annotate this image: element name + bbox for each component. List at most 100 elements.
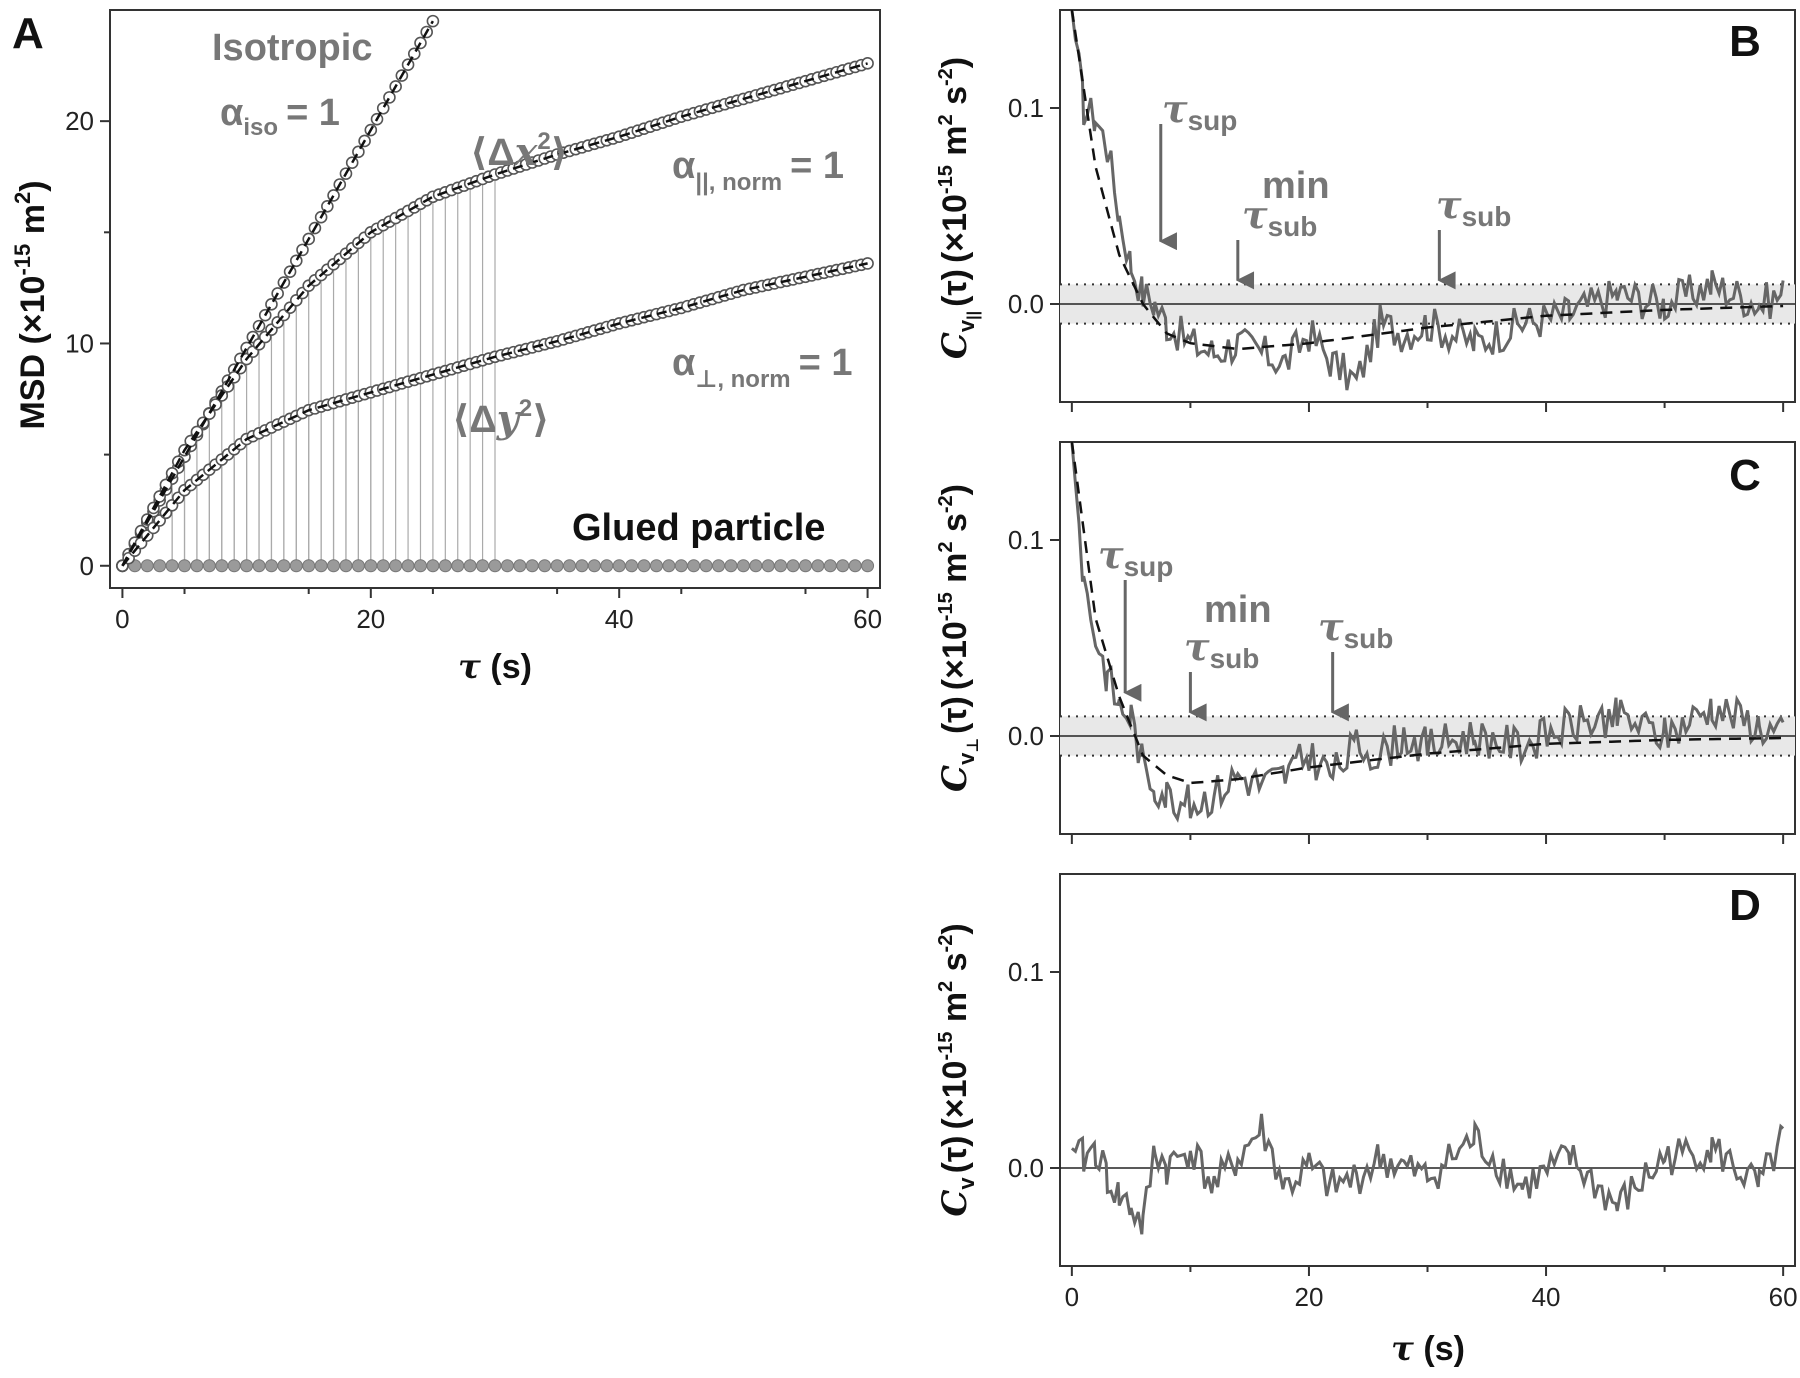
- d-units-exp: -15: [935, 1032, 957, 1061]
- panel-c-ticks: 0.0 0.1: [1008, 525, 1785, 844]
- b-units-mid: m: [936, 125, 974, 165]
- panel-b-arrows: τsup τsub min τsub: [1158, 86, 1512, 290]
- alpha-par-label: α||, norm = 1: [672, 145, 844, 196]
- glued-particle-marker: [500, 559, 514, 573]
- glued-particle-marker: [786, 559, 800, 573]
- glued-particle-marker: [327, 559, 341, 573]
- b-units-close: ): [936, 57, 974, 68]
- b-units-exp3: -2: [935, 68, 957, 86]
- glued-particle-marker: [811, 559, 825, 573]
- isotropic-marker: [265, 298, 278, 311]
- glued-particle-marker: [513, 559, 527, 573]
- glued-particle-marker: [227, 559, 241, 573]
- glued-particle-marker: [252, 559, 266, 573]
- b-units-exp2: 2: [935, 114, 957, 125]
- a-y-tick-label: 10: [65, 328, 94, 358]
- c-tau-submin-label: τsub: [1184, 624, 1259, 674]
- panel-b-letter: B: [1729, 17, 1761, 66]
- glued-particle-marker: [376, 559, 390, 573]
- c-units-s: s: [936, 513, 974, 541]
- alpha-iso-value: = 1: [286, 92, 340, 134]
- c-units-exp2: 2: [935, 542, 957, 553]
- alpha-iso-label: αiso = 1: [220, 92, 340, 141]
- d-units-prefix: (×10: [936, 1061, 974, 1130]
- panel-d: D 0 20 40 60 0.0 0.1 Cv (τ) (×10-15 m2 s-2) τ (…: [935, 873, 1798, 1369]
- glued-particle-marker: [600, 559, 614, 573]
- isotropic-marker: [407, 47, 421, 61]
- glued-particle-marker: [140, 559, 154, 573]
- c-tau-submin-sym: τ: [1184, 624, 1210, 669]
- glued-particle-marker: [289, 559, 303, 573]
- b-tau-submin-label: τsub: [1242, 192, 1317, 242]
- dy2-label: ⟨Δy2⟩: [452, 395, 550, 441]
- glued-particle-marker: [774, 559, 788, 573]
- panel-b-y-axis-label: Cv|| (τ) (×10-15 m2 s-2): [935, 57, 982, 359]
- glued-particle-marker: [451, 559, 465, 573]
- a-x-tick-label: 60: [853, 604, 882, 634]
- panel-c-marks: [1060, 442, 1795, 823]
- b-units-exp: -15: [935, 165, 957, 194]
- msd-unit: m: [14, 204, 52, 244]
- glued-particle-marker: [264, 559, 278, 573]
- glued-particle-label: Glued particle: [572, 507, 825, 549]
- d-y-tick-label: 0.1: [1008, 957, 1044, 987]
- glued-particle-marker: [836, 559, 850, 573]
- c-units-exp: -15: [935, 592, 957, 621]
- b-tau-sup-sym: τ: [1162, 86, 1188, 131]
- glued-particle-marker: [712, 559, 726, 573]
- c-tau-submin-sup: min: [1204, 589, 1272, 631]
- glued-particle-marker: [724, 559, 738, 573]
- alpha-perp-value: = 1: [799, 342, 853, 384]
- panel-c-letter: C: [1729, 451, 1761, 500]
- glued-particle-marker: [587, 559, 601, 573]
- c-perp-sub: ⊥: [965, 738, 982, 753]
- dx2-var: x: [514, 129, 539, 174]
- isotropic-label: Isotropic: [212, 27, 372, 69]
- dx2-label: ⟨Δx2⟩: [470, 128, 568, 174]
- panel-b-ticks: 0.0 0.1: [1008, 93, 1785, 412]
- d-data-line: [1070, 1113, 1785, 1235]
- b-tau-sub-sub: sub: [1462, 201, 1512, 232]
- b-units-s: s: [936, 86, 974, 114]
- b-tau-submin-sym: τ: [1242, 192, 1268, 237]
- isotropic-marker: [383, 91, 396, 104]
- glued-particle-marker: [525, 559, 539, 573]
- a-y-tick-label: 0: [80, 551, 94, 581]
- glued-particle-marker: [761, 559, 775, 573]
- glued-particle-marker: [637, 559, 651, 573]
- alpha-iso-subscript: iso: [243, 114, 278, 141]
- c-plot-area: [1060, 442, 1795, 823]
- d-units-close: ): [936, 923, 974, 934]
- alpha-perp-subscript: ⊥, norm: [695, 366, 790, 393]
- glued-particle-marker: [612, 559, 626, 573]
- c-units-mid: m: [936, 553, 974, 593]
- msd-unit-exp: 2: [10, 192, 35, 204]
- b-data-line: [1070, 10, 1785, 391]
- b-units-prefix: (×10: [936, 194, 974, 263]
- glued-particle-marker: [364, 559, 378, 573]
- panel-a-letter: A: [12, 9, 44, 58]
- c-y-tick-label: 0.1: [1008, 525, 1044, 555]
- c-tau-sub-sub: sub: [1344, 623, 1394, 654]
- d-c-letter: C: [935, 1190, 975, 1217]
- b-v-sub: v: [954, 319, 979, 332]
- msd-prefix: MSD (×10: [14, 276, 52, 430]
- b-y-tick-label: 0.0: [1008, 289, 1044, 319]
- a-x-tick-label: 40: [605, 604, 634, 634]
- glued-particle-marker: [351, 559, 365, 573]
- glued-particle-marker: [538, 559, 552, 573]
- alpha-par-symbol: α: [672, 145, 695, 187]
- b-tau-sup-sub: sup: [1188, 105, 1238, 136]
- panel-c-arrows: τsup τsub min τsub: [1098, 532, 1394, 722]
- panel-c-frame: [1059, 441, 1796, 835]
- glued-particle-marker: [438, 559, 452, 573]
- b-par-sub: ||: [965, 311, 982, 320]
- glued-particle-marker: [662, 559, 676, 573]
- glued-particle-marker: [625, 559, 639, 573]
- glued-particle-marker: [153, 559, 167, 573]
- d-units-exp3: -2: [935, 935, 957, 953]
- c-units-prefix: (×10: [936, 621, 974, 690]
- panel-d-x-axis-label: τ (s): [1391, 1329, 1465, 1369]
- dx2-sup: 2: [537, 128, 550, 155]
